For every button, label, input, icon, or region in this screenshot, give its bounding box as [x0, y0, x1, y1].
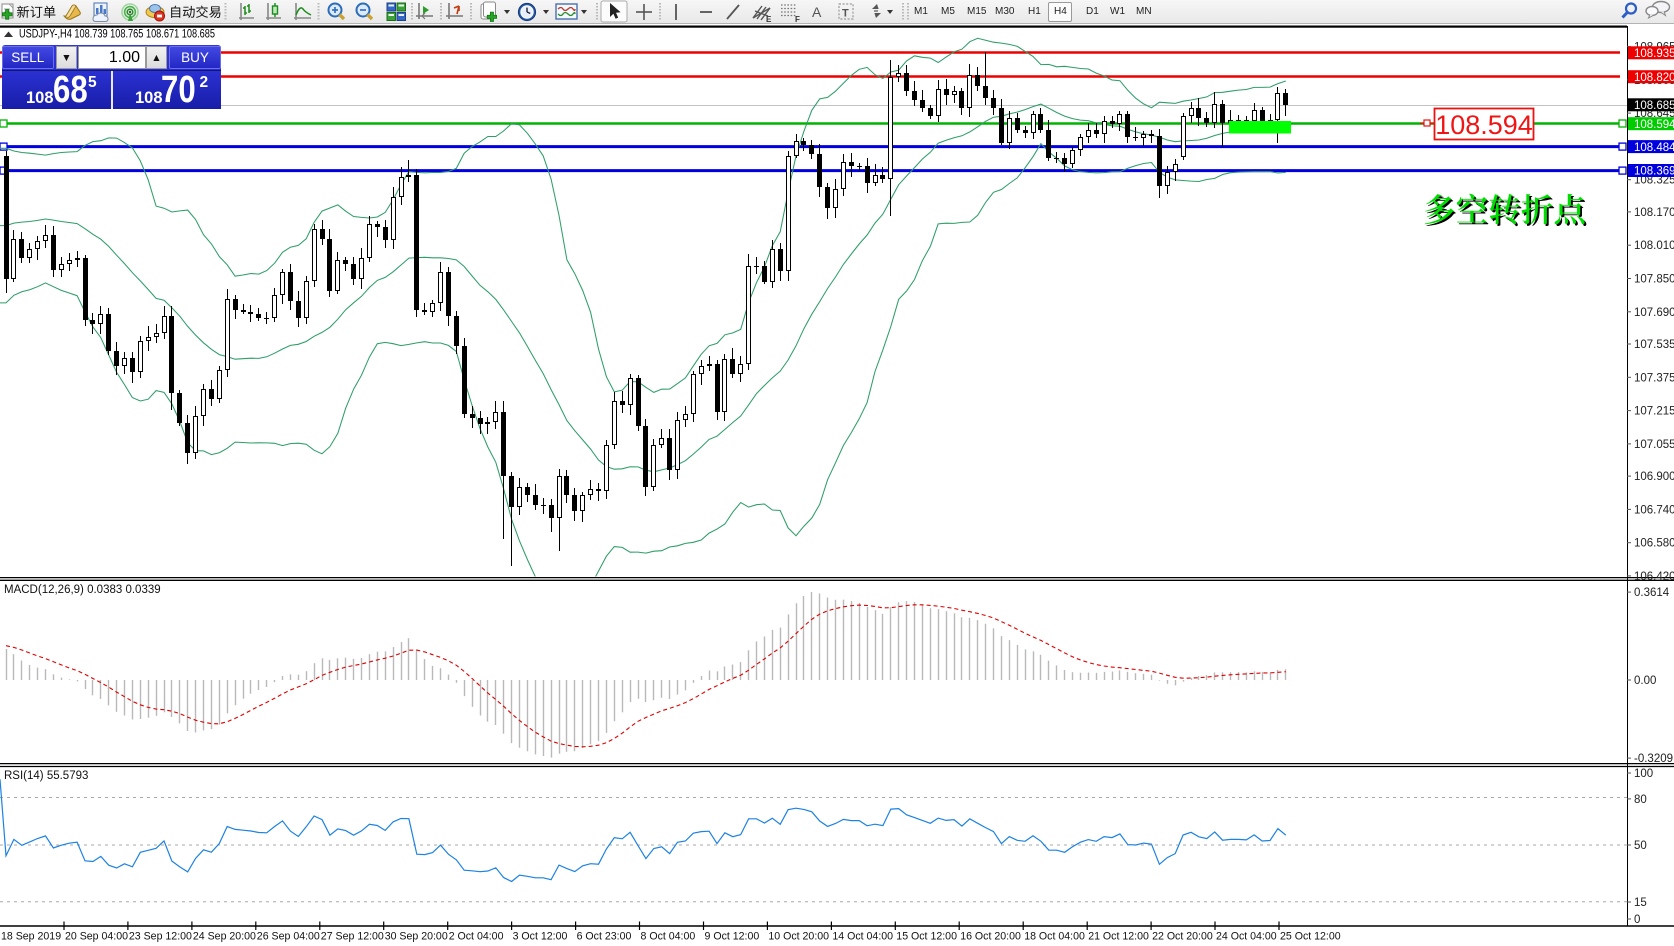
svg-text:26 Sep 04:00: 26 Sep 04:00 [257, 931, 320, 943]
svg-text:6 Oct 23:00: 6 Oct 23:00 [577, 931, 632, 943]
svg-text:18 Sep 2019: 18 Sep 2019 [1, 931, 61, 943]
svg-text:107.535: 107.535 [1634, 339, 1674, 351]
svg-text:27 Sep 12:00: 27 Sep 12:00 [321, 931, 384, 943]
svg-text:14 Oct 04:00: 14 Oct 04:00 [832, 931, 893, 943]
svg-text:21 Oct 12:00: 21 Oct 12:00 [1088, 931, 1149, 943]
svg-text:10 Oct 20:00: 10 Oct 20:00 [768, 931, 829, 943]
svg-text:106.740: 106.740 [1634, 504, 1674, 516]
svg-text:107.215: 107.215 [1634, 406, 1674, 418]
svg-text:108.685: 108.685 [1634, 100, 1674, 112]
svg-text:25 Oct 12:00: 25 Oct 12:00 [1280, 931, 1341, 943]
svg-text:USDJPY-,H4 108.739 108.765 10: USDJPY-,H4 108.739 108.765 108.671 108.6… [19, 29, 215, 41]
svg-text:T: T [842, 8, 849, 20]
svg-text:16 Oct 20:00: 16 Oct 20:00 [960, 931, 1021, 943]
svg-text:F: F [795, 15, 800, 24]
svg-text:50: 50 [1634, 840, 1647, 852]
svg-text:MACD(12,26,9) 0.0383 0.0339: MACD(12,26,9) 0.0383 0.0339 [4, 584, 161, 596]
svg-text:107.375: 107.375 [1634, 372, 1674, 384]
svg-text:107.850: 107.850 [1634, 274, 1674, 286]
svg-text:0: 0 [1634, 914, 1640, 926]
svg-text:15: 15 [1634, 897, 1647, 909]
svg-text:106.580: 106.580 [1634, 538, 1674, 550]
svg-text:106.420: 106.420 [1634, 571, 1674, 583]
svg-text:23 Sep 12:00: 23 Sep 12:00 [129, 931, 192, 943]
svg-text:24 Oct 04:00: 24 Oct 04:00 [1216, 931, 1277, 943]
svg-text:RSI(14) 55.5793: RSI(14) 55.5793 [4, 770, 88, 782]
svg-text:108.935: 108.935 [1634, 48, 1674, 60]
svg-text:0.3614: 0.3614 [1634, 587, 1670, 599]
svg-text:2 Oct 04:00: 2 Oct 04:00 [449, 931, 504, 943]
svg-text:22 Oct 20:00: 22 Oct 20:00 [1152, 931, 1213, 943]
svg-text:108.820: 108.820 [1634, 72, 1674, 84]
svg-text:15 Oct 12:00: 15 Oct 12:00 [896, 931, 957, 943]
svg-text:9 Oct 12:00: 9 Oct 12:00 [705, 931, 760, 943]
svg-text:100: 100 [1634, 768, 1653, 780]
svg-text:30 Sep 20:00: 30 Sep 20:00 [385, 931, 448, 943]
svg-text:108.325: 108.325 [1634, 175, 1674, 187]
svg-text:20 Sep 04:00: 20 Sep 04:00 [65, 931, 128, 943]
svg-text:108.010: 108.010 [1634, 240, 1674, 252]
svg-text:24 Sep 20:00: 24 Sep 20:00 [193, 931, 256, 943]
svg-text:106.900: 106.900 [1634, 471, 1674, 483]
svg-text:108.594: 108.594 [1435, 110, 1533, 140]
svg-text:108.170: 108.170 [1634, 207, 1674, 219]
svg-text:80: 80 [1634, 794, 1647, 806]
svg-text:-0.3209: -0.3209 [1634, 753, 1673, 765]
svg-text:8 Oct 04:00: 8 Oct 04:00 [641, 931, 696, 943]
svg-text:A: A [812, 4, 822, 20]
svg-text:108.369: 108.369 [1634, 166, 1674, 178]
svg-text:107.055: 107.055 [1634, 439, 1674, 451]
svg-text:3 Oct 12:00: 3 Oct 12:00 [513, 931, 568, 943]
svg-text:E: E [766, 15, 772, 24]
svg-text:108.594: 108.594 [1634, 119, 1674, 131]
svg-text:107.690: 107.690 [1634, 307, 1674, 319]
svg-text:18 Oct 04:00: 18 Oct 04:00 [1024, 931, 1085, 943]
svg-text:0.00: 0.00 [1634, 675, 1656, 687]
svg-text:108.484: 108.484 [1634, 142, 1674, 154]
